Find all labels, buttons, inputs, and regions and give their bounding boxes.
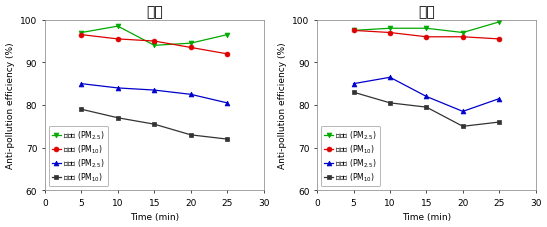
대조군 (PM$_{2.5}$) <box>188 94 194 96</box>
실험군 (PM$_{2.5}$) <box>496 21 503 24</box>
실험군 (PM$_{2.5}$) <box>114 26 121 28</box>
Line: 대조군 (PM$_{2.5}$): 대조군 (PM$_{2.5}$) <box>79 82 230 106</box>
대조군 (PM$_{2.5}$) <box>423 96 430 98</box>
대조군 (PM$_{2.5}$) <box>114 87 121 90</box>
실험군 (PM$_{10}$) <box>224 53 230 56</box>
Line: 실험군 (PM$_{2.5}$): 실험군 (PM$_{2.5}$) <box>79 25 230 49</box>
실험군 (PM$_{10}$) <box>387 32 393 35</box>
실험군 (PM$_{10}$) <box>188 47 194 49</box>
대조군 (PM$_{2.5}$) <box>496 98 503 101</box>
실험군 (PM$_{10}$) <box>114 38 121 41</box>
X-axis label: Time (min): Time (min) <box>130 212 179 222</box>
실험군 (PM$_{10}$) <box>496 38 503 41</box>
실험군 (PM$_{10}$) <box>151 40 158 43</box>
Title: 하부: 하부 <box>418 5 435 20</box>
실험군 (PM$_{2.5}$) <box>224 34 230 37</box>
실험군 (PM$_{2.5}$) <box>78 32 85 35</box>
대조군 (PM$_{2.5}$) <box>459 111 466 113</box>
실험군 (PM$_{10}$) <box>78 34 85 37</box>
실험군 (PM$_{2.5}$) <box>387 28 393 30</box>
Y-axis label: Anti-pollution efficiency (%): Anti-pollution efficiency (%) <box>278 42 287 169</box>
Line: 대조군 (PM$_{2.5}$): 대조군 (PM$_{2.5}$) <box>351 76 502 114</box>
대조군 (PM$_{10}$) <box>423 106 430 109</box>
대조군 (PM$_{10}$) <box>224 138 230 141</box>
대조군 (PM$_{2.5}$) <box>350 83 357 86</box>
Line: 대조군 (PM$_{10}$): 대조군 (PM$_{10}$) <box>351 90 502 129</box>
대조군 (PM$_{2.5}$) <box>78 83 85 86</box>
대조군 (PM$_{2.5}$) <box>151 89 158 92</box>
실험군 (PM$_{10}$) <box>423 36 430 39</box>
대조군 (PM$_{10}$) <box>496 121 503 124</box>
대조군 (PM$_{10}$) <box>114 117 121 120</box>
Legend: 실험군 (PM$_{2.5}$), 실험군 (PM$_{10}$), 대조군 (PM$_{2.5}$), 대조군 (PM$_{10}$): 실험군 (PM$_{2.5}$), 실험군 (PM$_{10}$), 대조군 (… <box>321 126 380 187</box>
Line: 실험군 (PM$_{10}$): 실험군 (PM$_{10}$) <box>79 33 230 57</box>
실험군 (PM$_{10}$) <box>350 30 357 33</box>
실험군 (PM$_{2.5}$) <box>350 30 357 33</box>
실험군 (PM$_{10}$) <box>459 36 466 39</box>
실험군 (PM$_{2.5}$) <box>459 32 466 35</box>
대조군 (PM$_{10}$) <box>459 125 466 128</box>
실험군 (PM$_{2.5}$) <box>188 43 194 45</box>
Title: 상부: 상부 <box>146 5 162 20</box>
실험군 (PM$_{2.5}$) <box>423 28 430 30</box>
대조군 (PM$_{10}$) <box>387 102 393 105</box>
X-axis label: Time (min): Time (min) <box>402 212 451 222</box>
Y-axis label: Anti-pollution efficiency (%): Anti-pollution efficiency (%) <box>5 42 15 169</box>
대조군 (PM$_{10}$) <box>350 91 357 94</box>
Line: 대조군 (PM$_{10}$): 대조군 (PM$_{10}$) <box>79 107 230 142</box>
Legend: 실험군 (PM$_{2.5}$), 실험군 (PM$_{10}$), 대조군 (PM$_{2.5}$), 대조군 (PM$_{10}$): 실험군 (PM$_{2.5}$), 실험군 (PM$_{10}$), 대조군 (… <box>49 126 108 187</box>
실험군 (PM$_{2.5}$) <box>151 45 158 47</box>
대조군 (PM$_{10}$) <box>188 134 194 137</box>
대조군 (PM$_{2.5}$) <box>224 102 230 105</box>
Line: 실험군 (PM$_{2.5}$): 실험군 (PM$_{2.5}$) <box>351 20 502 36</box>
대조군 (PM$_{10}$) <box>78 109 85 111</box>
대조군 (PM$_{2.5}$) <box>387 76 393 79</box>
대조군 (PM$_{10}$) <box>151 123 158 126</box>
Line: 실험군 (PM$_{10}$): 실험군 (PM$_{10}$) <box>351 29 502 42</box>
